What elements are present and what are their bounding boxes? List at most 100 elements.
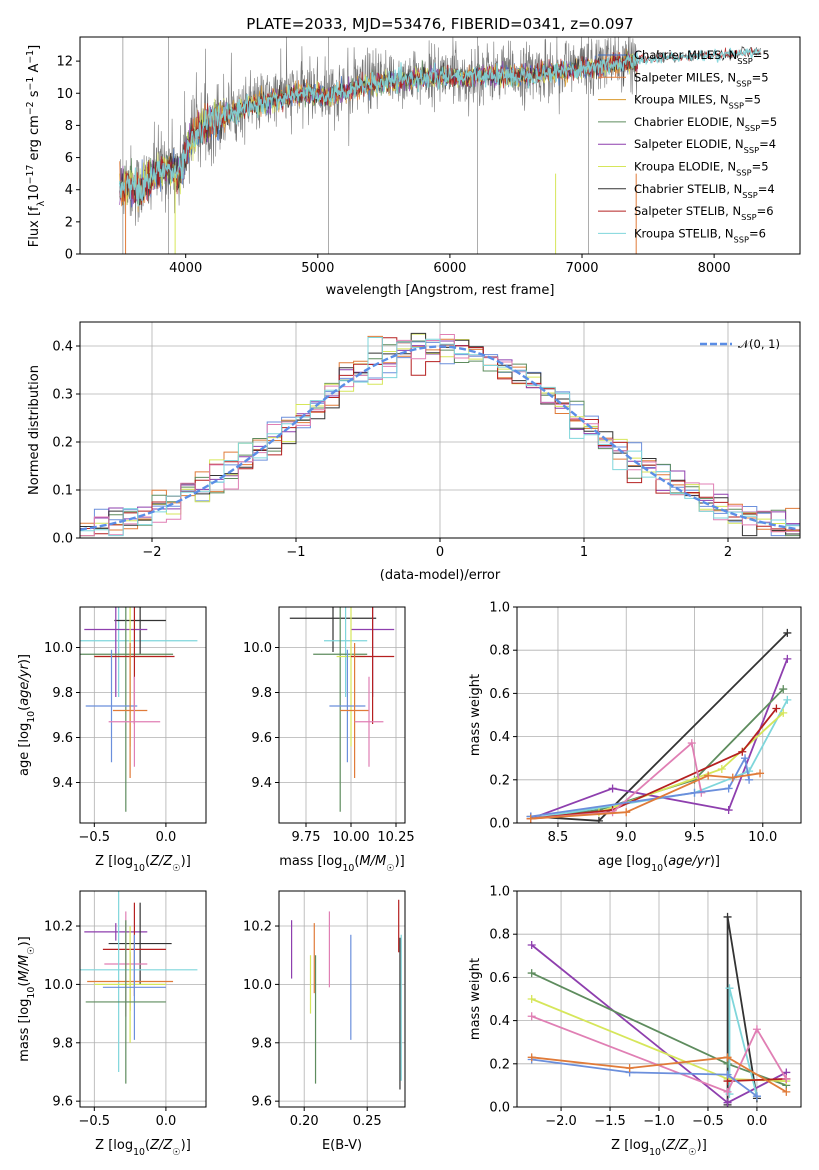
weight-marker — [622, 808, 631, 817]
y-tick-label: 0.4 — [489, 730, 510, 745]
x-axis-label: age [log10(age/yr)] — [598, 854, 720, 874]
y-axis-label: age [log10(age/yr)] — [17, 654, 37, 776]
x-tick-label: 0.0 — [156, 1114, 177, 1129]
normal-curve — [80, 345, 798, 531]
weight-marker — [741, 754, 750, 763]
y-tick-label: 2 — [65, 215, 73, 230]
x-tick-label: 1 — [580, 545, 588, 560]
y-tick-label: 9.6 — [251, 731, 272, 746]
y-tick-label: 8 — [65, 119, 73, 134]
y-tick-label: 0.6 — [489, 971, 510, 986]
y-tick-label: 9.8 — [52, 1036, 73, 1051]
y-tick-label: 0.8 — [489, 644, 510, 659]
weight-marker — [594, 816, 603, 823]
y-tick-label: 0 — [65, 248, 73, 263]
legend-entry: Kroupa MILES, NSSP=5 — [634, 93, 761, 111]
legend-entry: Chabrier MILES, NSSP=5 — [634, 48, 770, 66]
legend-entry: 𝒩(0, 1) — [738, 337, 780, 351]
x-tick-label: −2.0 — [545, 1114, 577, 1129]
y-tick-label: 9.6 — [251, 1095, 272, 1110]
axes-age-vs-Z: −0.5 0.0 9.4 9.6 9.8 10.0 Z [log10(Z/Z☉)] age [… — [17, 606, 207, 874]
y-tick-label: 9.8 — [251, 1036, 272, 1051]
plot-area-mass-weight-vs-Z — [517, 891, 801, 1107]
y-tick-label: 1.0 — [489, 601, 510, 616]
weight-marker — [608, 784, 617, 793]
x-tick-label: −1.5 — [594, 1114, 626, 1129]
weight-series-line — [530, 658, 789, 820]
y-tick-label: 9.4 — [251, 776, 272, 791]
legend-entry: Chabrier STELIB, NSSP=4 — [634, 182, 775, 200]
axes-residuals: −2 −1 0 1 2 0.0 0.1 0.2 0.3 0.4 𝒩(0, 1) (data-model… — [27, 321, 801, 583]
legend-entry: Kroupa ELODIE, NSSP=5 — [634, 160, 769, 178]
plot-area-mass-weight-vs-age — [517, 607, 801, 823]
weight-marker — [783, 654, 792, 663]
weight-marker — [756, 769, 765, 778]
x-tick-label: 10.25 — [377, 830, 414, 845]
weight-marker — [687, 739, 696, 748]
x-tick-label: 10.00 — [332, 830, 369, 845]
axes-frame — [79, 890, 207, 1108]
weight-marker — [690, 788, 699, 797]
spectrum-data-line — [119, 37, 638, 254]
y-tick-label: 0.2 — [489, 1057, 510, 1072]
weight-series-line — [530, 632, 788, 822]
x-tick-label: 9.5 — [684, 830, 705, 845]
y-tick-label: 0.4 — [52, 340, 73, 355]
plot-area-mass-vs-EBV — [279, 891, 405, 1107]
weight-marker — [527, 941, 536, 949]
plot-area-mass-vs-Z — [80, 891, 206, 1107]
axes-frame — [79, 606, 207, 824]
y-tick-label: 9.4 — [52, 776, 73, 791]
weight-marker — [526, 814, 535, 823]
x-tick-label: 8000 — [698, 261, 731, 276]
y-tick-label: 0.2 — [52, 436, 73, 451]
y-tick-label: 10.0 — [243, 641, 272, 656]
x-tick-label: −2 — [142, 545, 161, 560]
weight-marker — [723, 1087, 732, 1096]
weight-marker — [527, 995, 536, 1003]
legend-entry: Kroupa STELIB, NSSP=6 — [634, 226, 766, 244]
x-tick-label: 8.5 — [548, 830, 569, 845]
y-tick-label: 0.6 — [489, 687, 510, 702]
x-tick-label: 2 — [724, 545, 732, 560]
y-tick-label: 0.2 — [489, 773, 510, 788]
y-axis-label: mass [log10(M/M☉)] — [17, 936, 37, 1062]
weight-marker — [723, 912, 732, 921]
axes-mass-weight-vs-Z: −2.0 −1.5 −1.0 −0.5 0.0 0.0 0.2 0.4 0.6 0.8 1.0 Z [… — [468, 885, 802, 1158]
y-tick-label: 10.2 — [243, 920, 272, 935]
x-axis-label: mass [log10(M/M☉)] — [279, 854, 405, 874]
axes-mass-vs-Z: −0.5 0.0 9.6 9.8 10.0 10.2 Z [log10(Z/Z☉)] mass… — [17, 890, 207, 1158]
x-tick-label: 5000 — [301, 261, 334, 276]
weight-marker — [783, 628, 792, 637]
weight-marker — [724, 784, 733, 793]
y-tick-label: 6 — [65, 151, 73, 166]
y-tick-label: 10.0 — [44, 641, 73, 656]
x-axis-label: (data-model)/error — [380, 568, 501, 583]
x-tick-label: −0.5 — [79, 1114, 111, 1129]
y-tick-label: 0.0 — [489, 817, 510, 832]
y-tick-label: 10 — [56, 87, 73, 102]
weight-marker — [782, 1087, 791, 1096]
axes-frame — [278, 606, 406, 824]
axes-spectrum: 4000 5000 6000 7000 8000 0 2 4 6 8 10 12 Chabrier MI… — [25, 36, 801, 298]
legend-entry: Salpeter MILES, NSSP=5 — [634, 70, 769, 88]
weight-series-line — [530, 707, 778, 820]
x-tick-label: −1.0 — [643, 1114, 675, 1129]
y-tick-label: 0.1 — [52, 484, 73, 499]
plot-area-residuals — [80, 322, 800, 538]
y-axis-label: Flux [fλ10−17 erg cm−2 s−1 A−1] — [25, 45, 47, 247]
weight-marker — [782, 1074, 791, 1083]
axes-age-vs-mass: 9.75 10.00 10.25 9.4 9.6 9.8 10.0 mass [log10(M… — [243, 606, 415, 874]
x-tick-label: 10.0 — [748, 830, 777, 845]
weight-marker — [717, 765, 726, 773]
x-tick-label: −1 — [286, 545, 305, 560]
y-tick-label: 0.3 — [52, 388, 73, 403]
weight-series-line — [530, 699, 789, 820]
x-tick-label: 9.0 — [616, 830, 637, 845]
x-tick-label: 0.0 — [156, 830, 177, 845]
y-tick-label: 4 — [65, 183, 73, 198]
axes-mass-vs-EBV: 0.20 0.25 9.6 9.8 10.0 10.2 E(B-V) — [243, 890, 406, 1153]
x-tick-label: −0.5 — [692, 1114, 724, 1129]
x-tick-label: 4000 — [169, 261, 202, 276]
weight-marker — [527, 1053, 536, 1062]
